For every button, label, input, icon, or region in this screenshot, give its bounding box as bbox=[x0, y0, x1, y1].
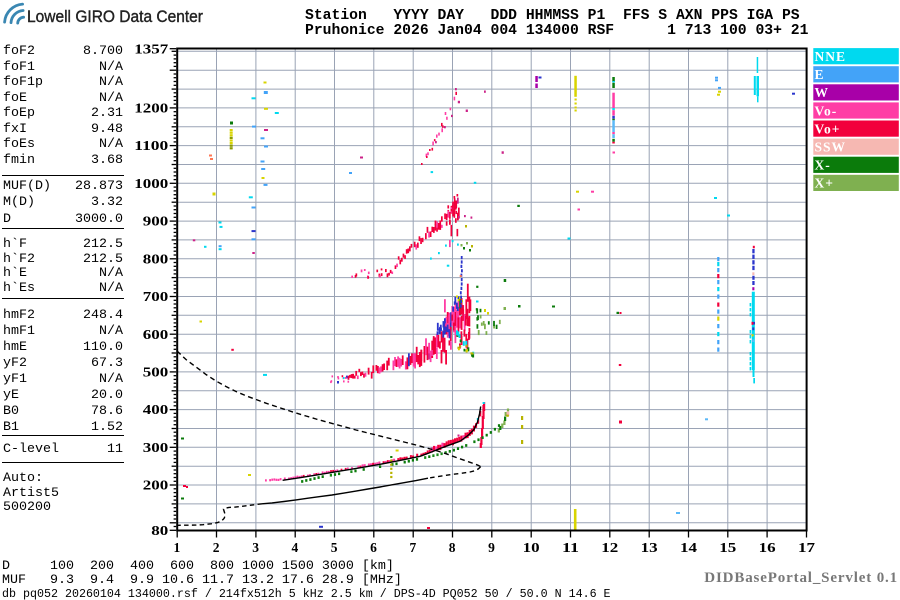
svg-text:8: 8 bbox=[449, 540, 456, 555]
svg-text:1100: 1100 bbox=[134, 138, 168, 153]
svg-text:7: 7 bbox=[410, 540, 417, 555]
svg-text:900: 900 bbox=[143, 214, 169, 229]
svg-text:NNE: NNE bbox=[815, 49, 847, 64]
svg-text:500: 500 bbox=[143, 365, 169, 380]
svg-text:15: 15 bbox=[719, 540, 736, 555]
svg-text:600: 600 bbox=[143, 327, 169, 342]
svg-text:3: 3 bbox=[252, 540, 259, 555]
svg-text:X+: X+ bbox=[815, 176, 834, 191]
svg-text:16: 16 bbox=[759, 540, 776, 555]
svg-text:200: 200 bbox=[143, 478, 169, 493]
svg-text:5: 5 bbox=[331, 540, 338, 555]
svg-text:X-: X- bbox=[815, 158, 831, 173]
svg-text:11: 11 bbox=[562, 540, 579, 555]
svg-text:13: 13 bbox=[641, 540, 658, 555]
svg-text:1200: 1200 bbox=[134, 101, 168, 116]
svg-text:800: 800 bbox=[143, 251, 169, 266]
svg-text:Vo+: Vo+ bbox=[815, 121, 841, 136]
svg-text:300: 300 bbox=[143, 440, 169, 455]
svg-text:17: 17 bbox=[798, 540, 815, 555]
svg-text:700: 700 bbox=[143, 289, 169, 304]
svg-text:9: 9 bbox=[488, 540, 495, 555]
svg-text:E: E bbox=[815, 67, 825, 82]
svg-text:Vo-: Vo- bbox=[815, 103, 838, 118]
svg-text:2: 2 bbox=[213, 540, 220, 555]
svg-text:1357: 1357 bbox=[134, 41, 168, 56]
svg-text:10: 10 bbox=[523, 540, 540, 555]
svg-text:4: 4 bbox=[292, 540, 299, 555]
svg-text:W: W bbox=[815, 85, 830, 100]
svg-text:1000: 1000 bbox=[134, 176, 168, 191]
svg-text:6: 6 bbox=[370, 540, 377, 555]
svg-text:1: 1 bbox=[174, 540, 181, 555]
svg-text:SSW: SSW bbox=[815, 140, 847, 155]
svg-text:14: 14 bbox=[680, 540, 697, 555]
svg-text:80: 80 bbox=[151, 523, 168, 538]
svg-text:12: 12 bbox=[601, 540, 618, 555]
svg-text:400: 400 bbox=[143, 402, 169, 417]
